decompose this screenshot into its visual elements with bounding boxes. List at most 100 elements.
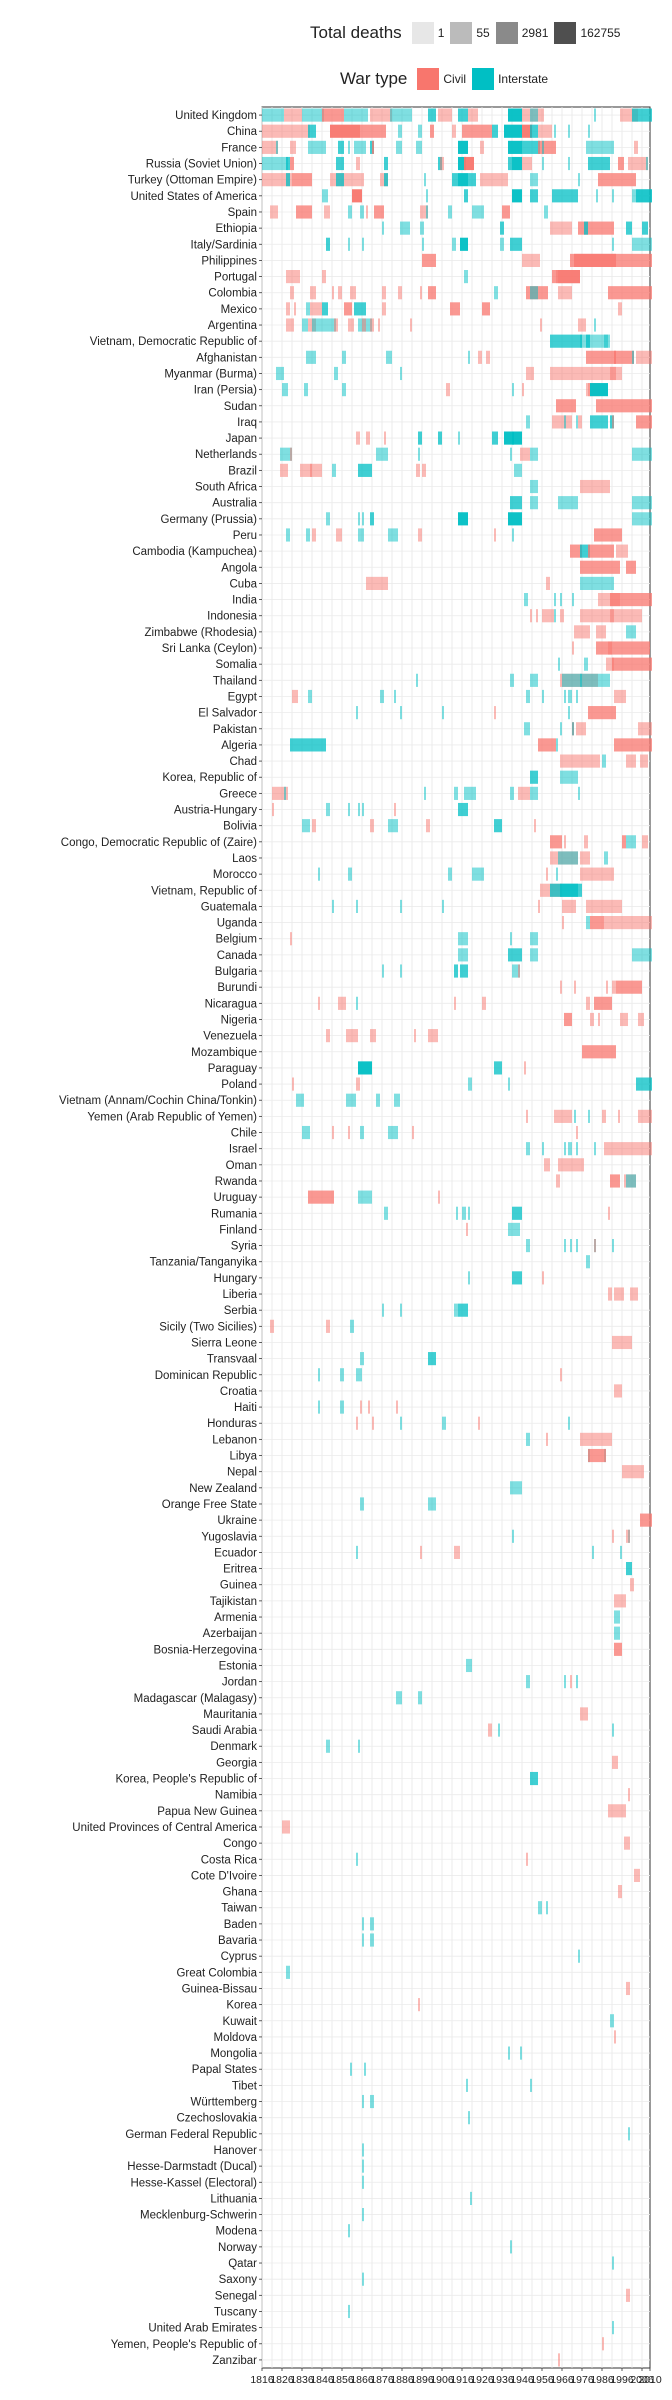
war-bar — [438, 431, 442, 445]
war-bar — [468, 786, 476, 800]
war-bar — [576, 689, 578, 704]
y-tick-label: Rwanda — [215, 1176, 258, 1188]
war-bar — [458, 512, 468, 526]
y-tick-label: Cambodia (Kampuchea) — [132, 546, 257, 558]
war-bar — [418, 447, 420, 461]
war-bar — [380, 689, 384, 704]
y-tick-label: Korea, People's Republic of — [115, 1774, 257, 1786]
y-tick-label: Guinea-Bissau — [182, 1983, 257, 1995]
y-tick-label: Yugoslavia — [201, 1531, 257, 1543]
x-tick-label: 2010 — [638, 2374, 662, 2386]
war-bar — [588, 156, 610, 171]
war-bar — [370, 819, 374, 833]
war-bar — [530, 108, 538, 122]
war-bar — [488, 1723, 492, 1737]
y-tick-label: New Zealand — [189, 1483, 257, 1495]
y-tick-label: South Africa — [195, 482, 258, 494]
y-tick-label: Congo — [223, 1838, 257, 1850]
war-bar — [530, 673, 538, 687]
y-tick-label: Württemberg — [191, 2097, 257, 2109]
war-bar — [612, 1239, 614, 1253]
y-tick-label: Dominican Republic — [155, 1370, 258, 1382]
war-bar — [508, 2046, 510, 2060]
war-bar — [478, 1416, 480, 1430]
war-bar — [608, 1287, 612, 1301]
war-bar — [370, 108, 392, 122]
war-bar — [622, 835, 626, 849]
war-bar — [308, 1190, 334, 1204]
war-bar — [348, 140, 350, 154]
war-bar — [400, 221, 410, 235]
y-tick-label: Chad — [230, 756, 258, 768]
x-tick-label: 1986 — [590, 2374, 614, 2386]
legend-war-swatch — [472, 68, 495, 90]
legend-deaths-swatch — [411, 22, 434, 44]
war-bar — [350, 286, 356, 300]
war-bar — [384, 1206, 388, 1220]
war-bar — [554, 124, 556, 138]
legend-war-type: War type Civil Interstate — [340, 66, 554, 92]
legend-deaths-swatch — [554, 22, 577, 44]
y-tick-label: Saxony — [219, 2274, 258, 2286]
war-bar — [586, 1255, 590, 1269]
war-bar — [584, 835, 588, 849]
y-tick-label: Vietnam, Republic of — [151, 885, 258, 897]
war-bar — [494, 706, 496, 720]
war-bar — [280, 463, 288, 477]
x-tick-label: 1896 — [410, 2374, 434, 2386]
legend-deaths-key: 1 — [411, 22, 444, 44]
war-bar — [360, 205, 364, 219]
y-tick-label: Orange Free State — [162, 1499, 257, 1511]
war-bar — [576, 1125, 578, 1140]
war-bar — [262, 156, 288, 171]
y-tick-label: Eritrea — [223, 1564, 257, 1576]
war-bar — [454, 786, 458, 800]
war-bar — [262, 108, 284, 122]
war-bar — [454, 1303, 458, 1317]
war-bar — [286, 270, 300, 284]
war-bar — [464, 270, 468, 284]
x-tick-label: 1866 — [350, 2374, 374, 2386]
war-bar — [614, 1642, 622, 1656]
y-tick-label: Thailand — [213, 675, 257, 687]
war-bar — [522, 124, 532, 138]
y-tick-label: Uruguay — [214, 1192, 258, 1204]
war-bar — [530, 479, 538, 494]
y-tick-label: Zanzibar — [212, 2355, 257, 2367]
war-bar — [596, 641, 650, 655]
war-bar — [630, 1578, 634, 1592]
war-bar — [362, 2094, 364, 2109]
y-tick-label: Ecuador — [214, 1547, 257, 1559]
war-bar — [348, 2304, 350, 2319]
war-bar — [580, 479, 610, 494]
war-bar — [554, 1109, 572, 1123]
y-tick-label: Saudi Arabia — [192, 1725, 258, 1737]
war-bar — [276, 366, 284, 381]
war-bar — [276, 140, 278, 154]
war-bar — [348, 867, 352, 881]
war-bar — [466, 2078, 468, 2092]
war-bar — [462, 1206, 466, 1220]
war-bar — [546, 1432, 548, 1446]
war-bar — [460, 964, 468, 978]
war-bar — [262, 124, 310, 138]
war-bar — [612, 415, 614, 429]
war-bar — [638, 1109, 652, 1123]
war-bar — [530, 2078, 532, 2092]
war-bar — [442, 1416, 446, 1430]
war-bar — [526, 1432, 530, 1446]
war-bar — [626, 560, 636, 574]
war-bar — [346, 1029, 358, 1043]
war-bar — [448, 205, 452, 219]
y-tick-label: Brazil — [228, 465, 257, 477]
war-bar — [332, 286, 334, 300]
war-bar — [354, 140, 366, 154]
war-bar — [422, 463, 426, 477]
x-tick-label: 1946 — [510, 2374, 534, 2386]
war-bar — [522, 140, 540, 154]
war-bar — [420, 286, 422, 300]
war-bar — [556, 399, 576, 413]
y-tick-label: Taiwan — [221, 1903, 257, 1915]
war-bar — [550, 366, 622, 381]
y-tick-label: Hesse-Darmstadt (Ducal) — [127, 2161, 257, 2173]
